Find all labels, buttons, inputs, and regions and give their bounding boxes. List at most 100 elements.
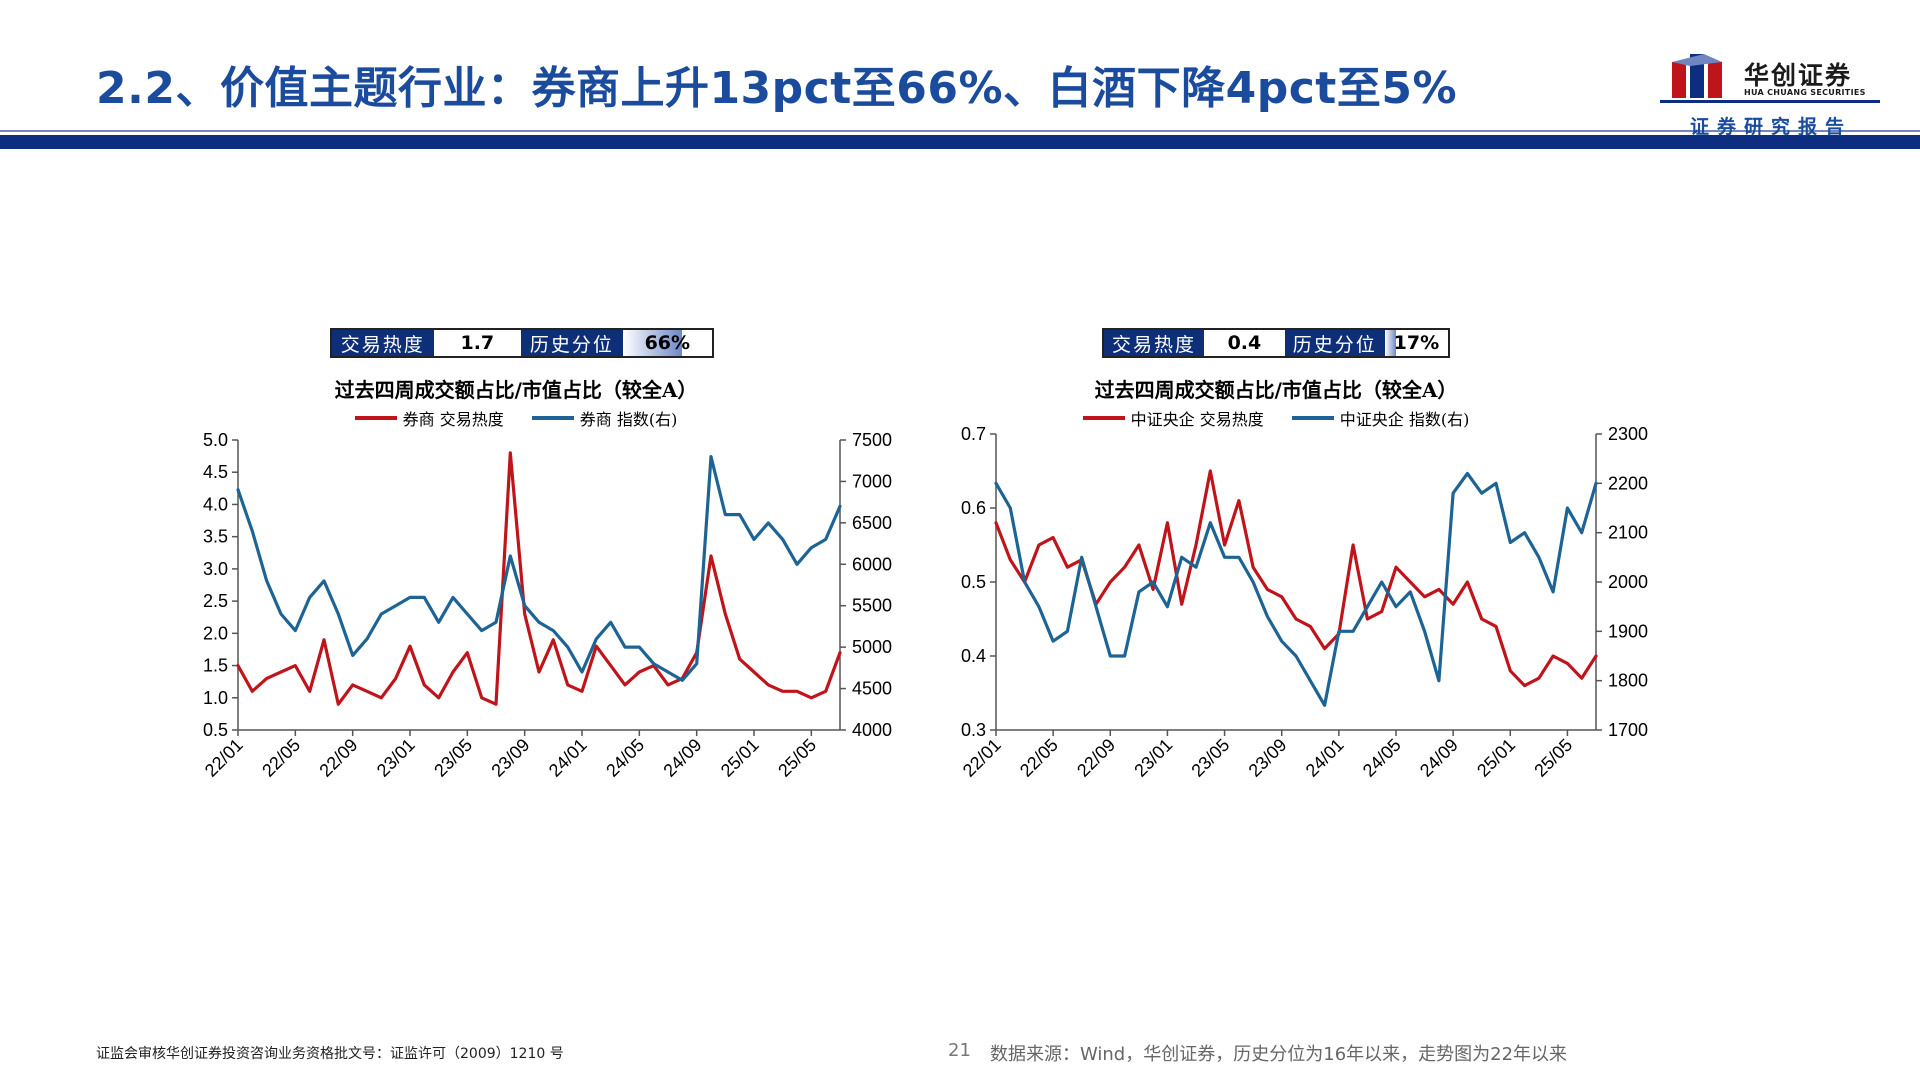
heat-box: 交易热度 0.4 历史分位 17%: [1102, 328, 1450, 358]
legend-item: 券商 指数(右): [531, 406, 678, 430]
y-right-tick-label: 1700: [1608, 720, 1648, 740]
x-tick-label: 25/01: [717, 735, 763, 781]
heat-label: 交易热度: [332, 330, 434, 356]
y-left-tick-label: 0.4: [961, 646, 986, 666]
chart-plot: 5.0 4.5 4.0 3.5 3.0 2.5 2.0 1.5 1.0 0.5 7500 7000 65…: [201, 430, 892, 781]
x-tick-label: 22/05: [1016, 735, 1062, 781]
chart-plot: 0.7 0.6 0.5 0.4 0.3 2300 2200 2100 2000 1900 1800 1…: [959, 424, 1648, 781]
x-tick-label: 25/05: [774, 735, 820, 781]
heat-label: 交易热度: [1104, 330, 1205, 356]
x-tick-label: 22/01: [201, 735, 247, 781]
y-right-tick-label: 2000: [1608, 572, 1648, 592]
page-title: 2.2、价值主题行业：券商上升13pct至66%、白酒下降4pct至5%: [96, 63, 1458, 114]
y-left-tick-label: 0.7: [961, 424, 986, 444]
logo-name-cn: 华创证券: [1744, 61, 1853, 90]
y-left-tick-label: 0.5: [961, 572, 986, 592]
x-tick-label: 24/05: [1359, 735, 1405, 781]
chart-legend: 券商 交易热度 券商 指数(右): [236, 406, 796, 430]
series-line-index: [994, 471, 1598, 707]
y-left-tick-label: 4.5: [203, 462, 228, 482]
y-left-tick-label: 0.6: [961, 498, 986, 518]
legend-item: 券商 交易热度: [354, 406, 504, 430]
heat-value: 1.7: [433, 330, 522, 356]
y-right-tick-label: 4000: [852, 720, 892, 740]
series-line-index: [236, 455, 842, 682]
logo-mark-icon: [1672, 54, 1722, 98]
legend-label: 券商 指数(右): [579, 410, 678, 429]
company-logo: 华创证券 HUA CHUANG SECURITIES 证券研究报告: [1660, 50, 1880, 138]
x-tick-label: 23/09: [1245, 735, 1291, 781]
y-right-tick-label: 5500: [852, 596, 892, 616]
y-right-tick-label: 1800: [1608, 671, 1648, 691]
title-rule: [0, 135, 1920, 149]
heat-value: 0.4: [1204, 330, 1285, 356]
legend-item: 中证央企 指数(右): [1291, 406, 1470, 430]
logo-subtitle: 证券研究报告: [1690, 116, 1853, 138]
pct-label: 历史分位: [1284, 330, 1385, 356]
y-right-tick-label: 7000: [852, 471, 892, 491]
y-right-tick-label: 2200: [1608, 473, 1648, 493]
y-right-tick-label: 2300: [1608, 424, 1648, 444]
y-right-tick-label: 6000: [852, 554, 892, 574]
y-left-tick-label: 1.5: [203, 656, 228, 676]
legend-label: 中证央企 交易热度: [1130, 410, 1264, 429]
title-rule-thin: [0, 130, 1920, 132]
y-right-tick-label: 2100: [1608, 523, 1648, 543]
x-tick-label: 23/09: [488, 735, 534, 781]
chart-panel-brokers: 交易热度 1.7 历史分位 66% 过去四周成交额占比/市值占比（较全A） 券商…: [201, 328, 936, 798]
pct-fill: [622, 330, 682, 356]
pct-fill: [1384, 330, 1396, 356]
pct-value-cell: 66%: [622, 330, 712, 356]
x-tick-label: 23/01: [1130, 735, 1176, 781]
y-left-tick-label: 1.0: [203, 688, 228, 708]
y-right-tick-label: 6500: [852, 513, 892, 533]
series-line-heat: [236, 451, 842, 706]
x-tick-label: 25/01: [1473, 735, 1519, 781]
y-left-tick-label: 0.3: [961, 720, 986, 740]
license-note: 证监会审核华创证券投资咨询业务资格批文号：证监许可（2009）1210 号: [96, 1046, 564, 1062]
chart-title: 过去四周成交额占比/市值占比（较全A）: [1094, 378, 1458, 402]
x-tick-label: 23/05: [430, 735, 476, 781]
y-right-tick-label: 7500: [852, 430, 892, 450]
x-tick-label: 22/05: [258, 735, 304, 781]
y-right-tick-label: 4500: [852, 679, 892, 699]
x-tick-label: 23/01: [373, 735, 419, 781]
legend-swatch-red: [1082, 416, 1125, 420]
logo-rule: [1660, 100, 1880, 103]
x-tick-label: 24/05: [602, 735, 648, 781]
y-left-tick-label: 3.0: [203, 559, 228, 579]
x-tick-label: 24/09: [660, 735, 706, 781]
x-tick-label: 22/01: [959, 735, 1005, 781]
y-left-tick-label: 3.5: [203, 527, 228, 547]
x-tick-label: 22/09: [1073, 735, 1119, 781]
y-left-tick-label: 2.0: [203, 623, 228, 643]
y-left-tick-label: 5.0: [203, 430, 228, 450]
x-tick-label: 25/05: [1530, 735, 1576, 781]
data-source-note: 数据来源：Wind，华创证券，历史分位为16年以来，走势图为22年以来: [990, 1044, 1568, 1065]
legend-swatch-blue: [1291, 416, 1334, 420]
pct-label: 历史分位: [521, 330, 623, 356]
x-tick-label: 22/09: [316, 735, 362, 781]
series-line-heat: [994, 469, 1598, 688]
logo-name-en: HUA CHUANG SECURITIES: [1744, 88, 1866, 97]
page-number: 21: [948, 1040, 971, 1061]
legend-swatch-blue: [531, 416, 574, 420]
y-left-tick-label: 2.5: [203, 591, 228, 611]
x-tick-label: 23/05: [1187, 735, 1233, 781]
pct-value: 66%: [644, 332, 691, 354]
chart-legend: 中证央企 交易热度 中证央企 指数(右): [996, 406, 1556, 430]
y-right-tick-label: 1900: [1608, 621, 1648, 641]
x-tick-label: 24/01: [1302, 735, 1348, 781]
y-right-tick-label: 5000: [852, 637, 892, 657]
pct-value-cell: 17%: [1384, 330, 1448, 356]
legend-label: 券商 交易热度: [402, 410, 504, 429]
chart-title: 过去四周成交额占比/市值占比（较全A）: [334, 378, 698, 402]
legend-item: 中证央企 交易热度: [1082, 406, 1264, 430]
y-left-tick-label: 0.5: [203, 720, 228, 740]
legend-label: 中证央企 指数(右): [1339, 410, 1470, 429]
chart-panel-central-soe: 交易热度 0.4 历史分位 17% 过去四周成交额占比/市值占比（较全A） 中证…: [959, 328, 1660, 798]
x-tick-label: 24/09: [1416, 735, 1462, 781]
x-tick-label: 24/01: [545, 735, 591, 781]
heat-box: 交易热度 1.7 历史分位 66%: [330, 328, 714, 358]
y-left-tick-label: 4.0: [203, 494, 228, 514]
